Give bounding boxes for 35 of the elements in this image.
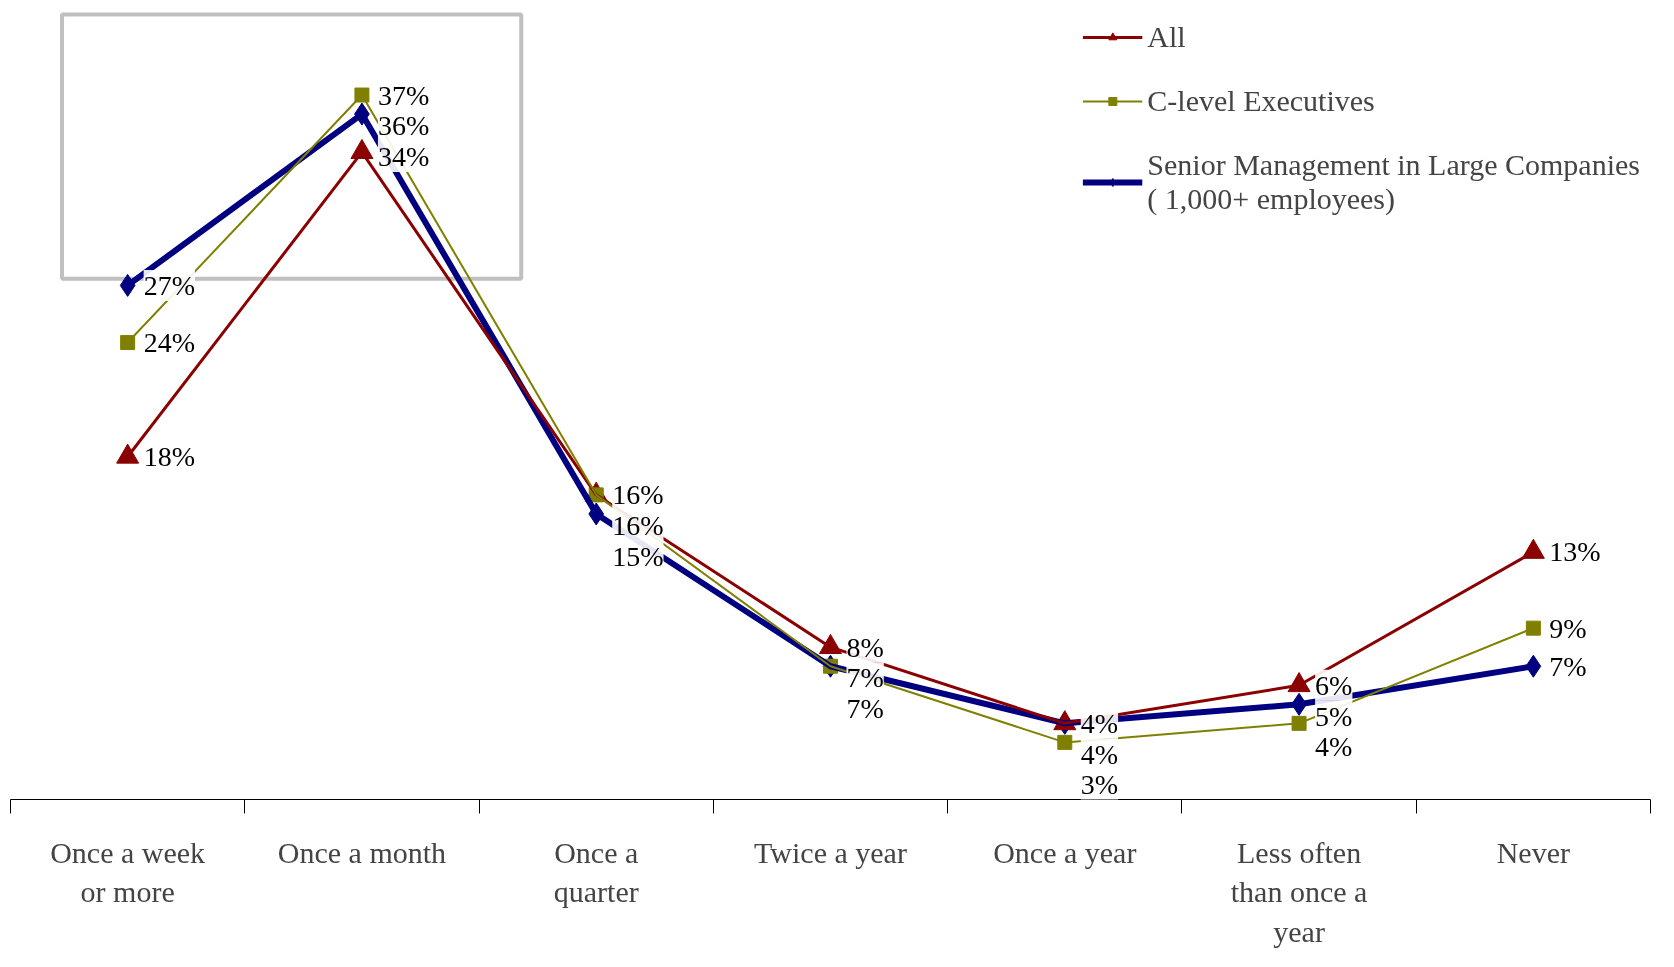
data-label: 18% [143,441,195,473]
legend-label: Senior Management in Large Companies ( 1,000+ employees) [1147,148,1640,216]
x-tick-label: Once a week or more [50,835,206,909]
data-label: 34% [377,141,430,173]
data-label: 6% [1315,669,1353,701]
x-tick-label: Once a quarter [553,835,639,909]
point [120,335,136,351]
data-label: 9% [1549,612,1587,644]
data-label: 8% [846,631,884,663]
x-tick-label: Never [1496,835,1571,869]
point [354,87,370,103]
legend-label: C-level Executives [1147,84,1375,118]
point [1291,715,1307,731]
x-tick-label: Once a month [277,835,447,869]
legend-label: All [1147,20,1186,54]
data-label: 24% [143,327,195,359]
data-label: 7% [1549,650,1587,682]
data-label: 4% [1080,707,1119,739]
data-label: 3% [1080,769,1119,801]
data-label: 37% [377,79,430,111]
data-label: 16% [612,510,664,542]
x-tick-label: Less often than once a year [1230,835,1368,948]
x-tick-label: Twice a year [754,835,907,869]
data-label: 7% [846,662,884,694]
data-label: 4% [1080,738,1119,770]
data-label: 7% [846,693,884,725]
data-label: 27% [143,269,195,301]
data-label: 5% [1315,700,1353,732]
x-tick-label: Once a year [993,835,1137,869]
data-label: 15% [612,540,664,572]
data-label: 16% [612,479,664,511]
point [1525,620,1541,636]
data-label: 4% [1315,731,1353,763]
data-label: 36% [377,110,430,142]
data-label: 13% [1549,536,1601,568]
